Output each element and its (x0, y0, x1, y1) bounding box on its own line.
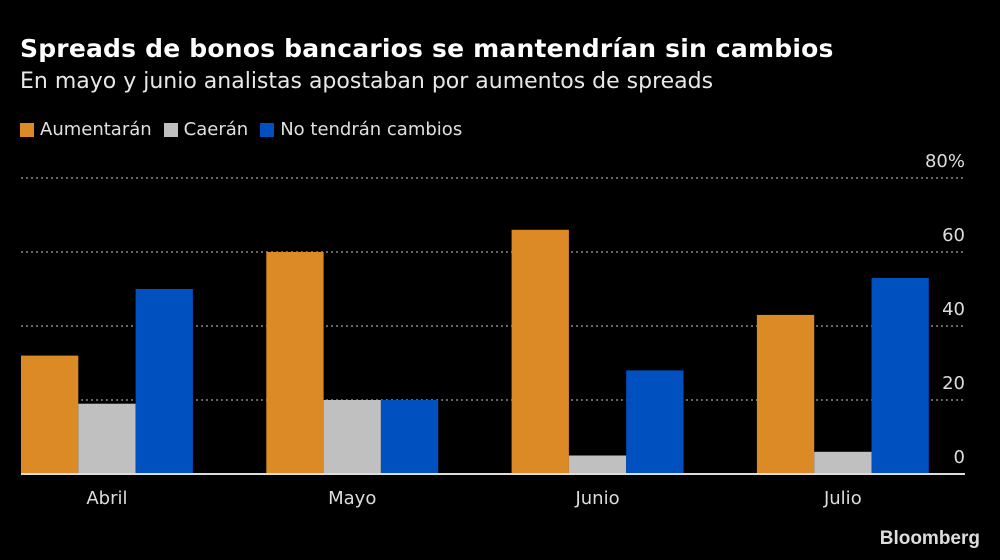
legend-item-caeran: Caerán (163, 119, 249, 140)
legend-label: Aumentarán (40, 119, 152, 140)
bar-julio-2 (871, 277, 929, 474)
y-tick-label: 0 (954, 447, 965, 468)
x-tick-label: Abril (86, 488, 127, 509)
legend-swatch (20, 122, 34, 137)
bar-mayo-0 (266, 252, 324, 474)
bar-junio-0 (511, 229, 569, 474)
legend-item-aumentaran: Aumentarán (20, 119, 152, 140)
y-tick-label: 80% (925, 151, 965, 172)
bar-julio-1 (814, 451, 872, 474)
legend-swatch (163, 122, 178, 137)
chart-title: Spreads de bonos bancarios se mantendría… (20, 34, 834, 63)
y-tick-label: 40 (942, 299, 965, 320)
bar-julio-0 (756, 314, 815, 474)
legend-label: No tendrán cambios (280, 119, 463, 140)
y-tick-label: 60 (942, 225, 965, 246)
legend-item-no-cambios: No tendrán cambios (260, 119, 462, 140)
legend-label: Caerán (183, 119, 249, 140)
bar-abril-1 (78, 403, 136, 474)
bar-abril-0 (21, 355, 79, 474)
chart-subtitle: En mayo y junio analistas apostaban por … (20, 69, 714, 94)
bar-mayo-2 (380, 400, 439, 474)
bar-mayo-1 (323, 400, 381, 474)
x-tick-label: Mayo (328, 488, 376, 509)
x-tick-label: Junio (574, 488, 619, 509)
y-tick-label: 20 (942, 373, 965, 394)
bar-junio-2 (626, 370, 684, 474)
legend-swatch (260, 122, 275, 137)
x-tick-label: Julio (823, 488, 862, 509)
bar-junio-1 (568, 455, 627, 474)
bar-abril-2 (135, 289, 193, 474)
bloomberg-logo: Bloomberg (879, 528, 980, 549)
legend: Aumentarán Caerán No tendrán cambios (20, 119, 462, 140)
